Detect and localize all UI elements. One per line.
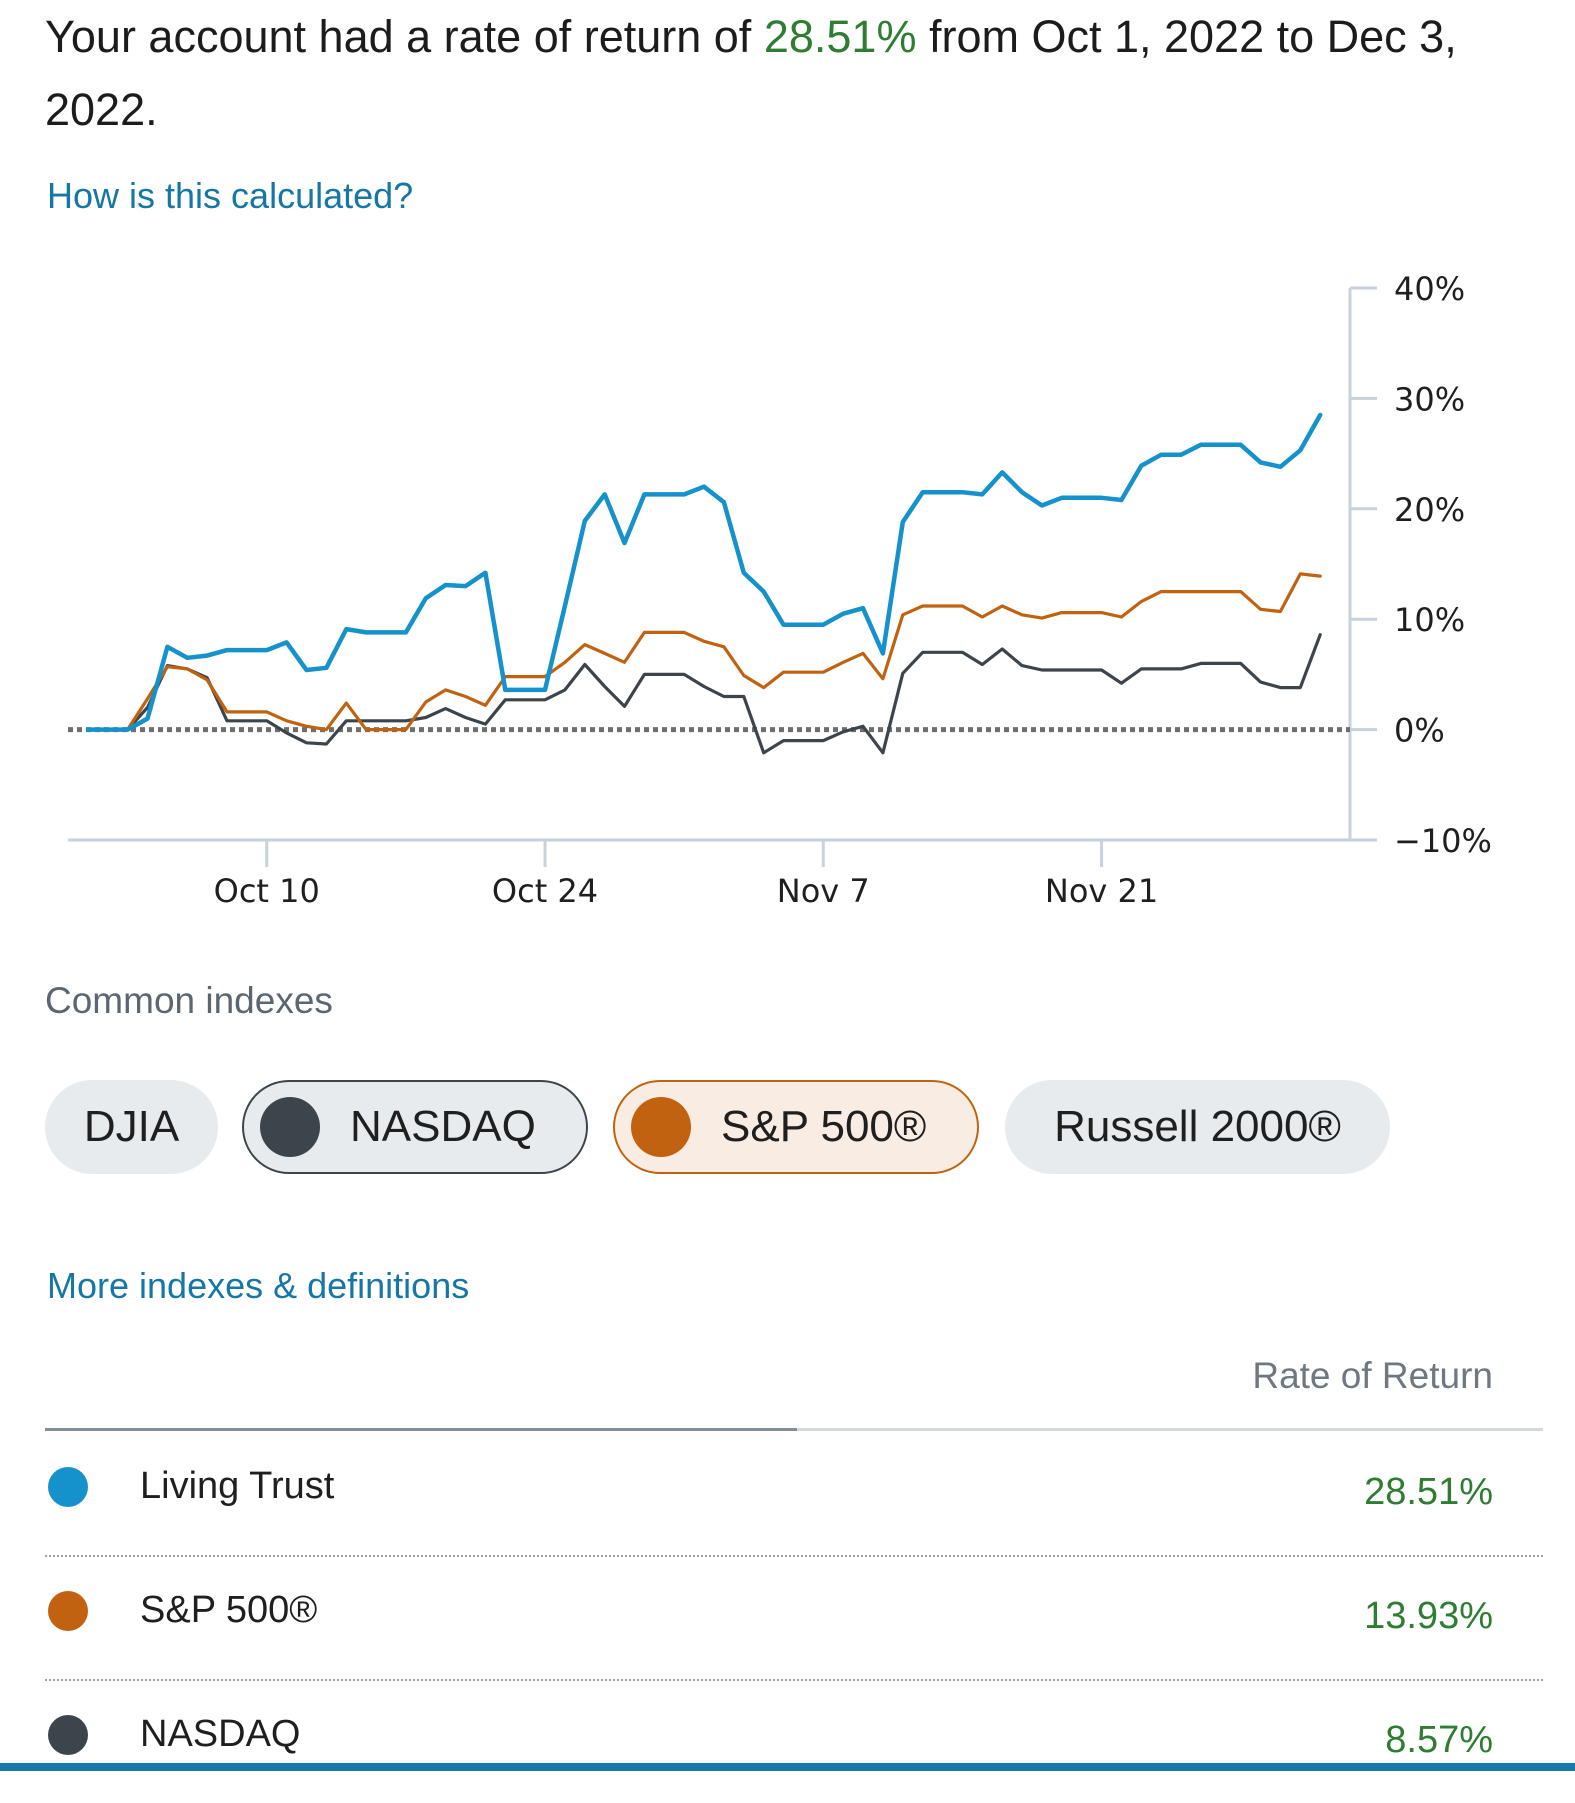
y-tick-label: −10% bbox=[1394, 822, 1492, 860]
series-line-s-p-500 bbox=[86, 572, 1322, 732]
row-value: 8.57% bbox=[1385, 1719, 1493, 1761]
row-value: 28.51% bbox=[1364, 1471, 1493, 1513]
row-value: 13.93% bbox=[1364, 1595, 1493, 1637]
chip-label: Russell 2000® bbox=[1054, 1102, 1341, 1151]
x-tick-label: Oct 24 bbox=[492, 872, 598, 910]
table-row: S&P 500® 13.93% bbox=[45, 1555, 1543, 1681]
chip-sp500[interactable]: S&P 500® bbox=[613, 1080, 979, 1174]
chip-nasdaq[interactable]: NASDAQ bbox=[242, 1080, 588, 1174]
row-name: NASDAQ bbox=[140, 1713, 301, 1755]
table-row: Living Trust 28.51% bbox=[45, 1431, 1543, 1557]
table-header-divider bbox=[45, 1428, 1543, 1431]
x-tick-label: Nov 21 bbox=[1045, 872, 1158, 910]
summary-suffix: from Oct 1, 2022 to Dec 3, 2022. bbox=[45, 11, 1457, 135]
living-trust-color-dot-icon bbox=[48, 1467, 88, 1507]
return-summary: Your account had a rate of return of 28.… bbox=[45, 0, 1555, 146]
chip-label: DJIA bbox=[83, 1102, 180, 1151]
common-indexes-label: Common indexes bbox=[45, 980, 333, 1021]
x-tick-label: Oct 10 bbox=[214, 872, 320, 910]
sp500-color-dot-icon bbox=[48, 1591, 88, 1631]
nasdaq-color-dot-icon bbox=[260, 1097, 320, 1157]
x-tick-label: Nov 7 bbox=[777, 872, 870, 910]
bottom-accent-bar bbox=[0, 1763, 1575, 1771]
chip-label: NASDAQ bbox=[350, 1102, 536, 1151]
chip-label: S&P 500® bbox=[721, 1102, 927, 1151]
sp500-color-dot-icon bbox=[631, 1097, 691, 1157]
summary-percent: 28.51% bbox=[763, 11, 917, 62]
y-tick-label: 40% bbox=[1394, 270, 1465, 308]
rate-of-return-header: Rate of Return bbox=[1252, 1355, 1493, 1396]
return-chart: −10% 0% 10% 20% 30% 40% Oct 10 Oct 24 Nov 7 Nov 2… bbox=[68, 270, 1492, 910]
how-calculated-link[interactable]: How is this calculated? bbox=[47, 175, 414, 216]
chip-djia[interactable]: DJIA bbox=[45, 1080, 218, 1174]
table-row: NASDAQ 8.57% bbox=[45, 1679, 1543, 1803]
series-line-nasdaq bbox=[86, 633, 1322, 755]
y-tick-label: 30% bbox=[1394, 380, 1465, 418]
summary-prefix: Your account had a rate of return of bbox=[45, 11, 764, 62]
nasdaq-color-dot-icon bbox=[48, 1715, 88, 1755]
more-indexes-link[interactable]: More indexes & definitions bbox=[47, 1265, 470, 1306]
chip-russell-2000[interactable]: Russell 2000® bbox=[1005, 1080, 1390, 1174]
row-name: Living Trust bbox=[140, 1465, 335, 1507]
y-tick-label: 0% bbox=[1394, 712, 1445, 750]
y-tick-label: 20% bbox=[1394, 491, 1465, 529]
series-line-living-trust bbox=[85, 412, 1323, 732]
y-tick-label: 10% bbox=[1394, 601, 1465, 639]
row-name: S&P 500® bbox=[140, 1589, 318, 1631]
